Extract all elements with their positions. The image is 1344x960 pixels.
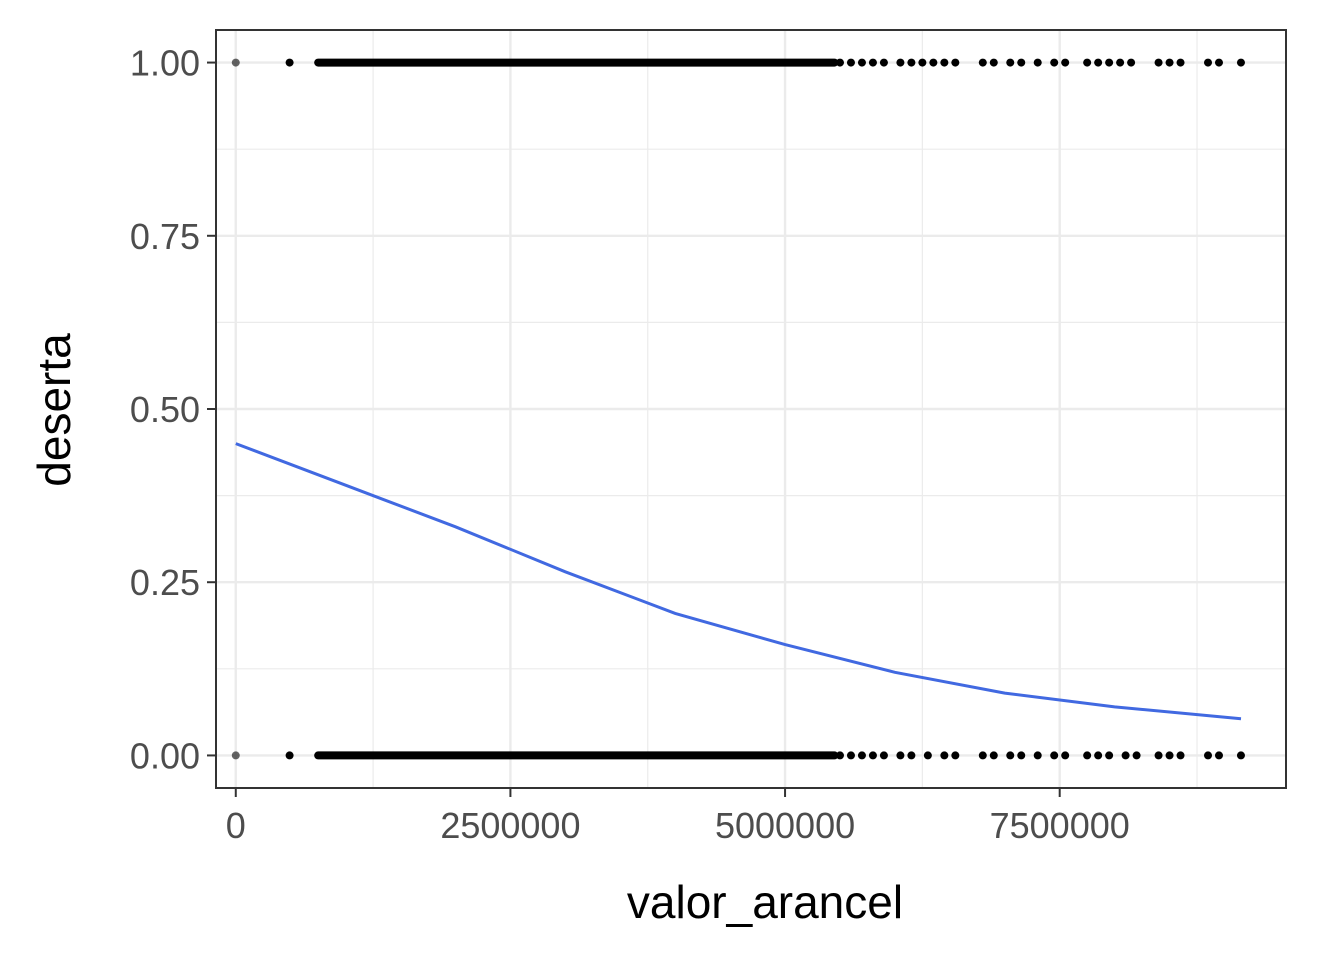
data-points	[231, 58, 1245, 760]
data-point	[846, 751, 855, 760]
data-point	[1236, 751, 1245, 760]
data-point	[1154, 58, 1163, 67]
data-point	[835, 58, 844, 67]
data-point	[1017, 751, 1026, 760]
data-point	[1083, 58, 1092, 67]
data-point	[1033, 58, 1042, 67]
data-point	[978, 751, 987, 760]
x-axis-title: valor_arancel	[627, 876, 903, 928]
x-tick-label: 7500000	[990, 805, 1130, 846]
data-point	[285, 751, 294, 760]
y-axis: 0.00 0.25 0.50 0.75 1.00	[130, 43, 216, 776]
data-point	[1116, 58, 1125, 67]
data-point	[989, 751, 998, 760]
x-tick-label: 2500000	[440, 805, 580, 846]
data-point	[907, 751, 916, 760]
y-tick-label: 0.25	[130, 562, 200, 603]
y-tick-label: 0.00	[130, 735, 200, 776]
data-point	[1033, 751, 1042, 760]
major-gridlines	[216, 30, 1286, 788]
data-point	[879, 751, 888, 760]
data-point	[1176, 58, 1185, 67]
data-point	[231, 58, 240, 67]
data-point	[1050, 58, 1059, 67]
data-point	[231, 751, 240, 760]
y-axis-title: deserta	[28, 333, 80, 487]
data-point	[1236, 58, 1245, 67]
data-point	[1105, 751, 1114, 760]
data-point	[951, 751, 960, 760]
y-tick-label: 1.00	[130, 43, 200, 84]
data-point	[1094, 751, 1103, 760]
x-tick-label: 0	[226, 805, 246, 846]
data-point	[857, 751, 866, 760]
data-point	[1176, 751, 1185, 760]
data-point	[1094, 58, 1103, 67]
data-point	[868, 751, 877, 760]
data-point	[989, 58, 998, 67]
data-point	[940, 751, 949, 760]
data-point	[918, 58, 927, 67]
data-point	[1132, 751, 1141, 760]
data-point	[1154, 751, 1163, 760]
data-point	[1083, 751, 1092, 760]
data-point	[1214, 751, 1223, 760]
data-point	[978, 58, 987, 67]
data-point	[940, 58, 949, 67]
y-tick-label: 0.75	[130, 216, 200, 257]
data-point	[1006, 58, 1015, 67]
data-point	[868, 58, 877, 67]
y-tick-label: 0.50	[130, 389, 200, 430]
data-point	[1105, 58, 1114, 67]
data-point	[1214, 58, 1223, 67]
data-point	[879, 58, 888, 67]
data-point	[1017, 58, 1026, 67]
data-point	[1121, 751, 1130, 760]
data-point	[857, 58, 866, 67]
data-point	[1165, 58, 1174, 67]
x-tick-label: 5000000	[715, 805, 855, 846]
data-point	[923, 751, 932, 760]
data-point	[835, 751, 844, 760]
dense-point-bands	[314, 58, 839, 760]
data-point	[285, 58, 294, 67]
data-point	[896, 751, 905, 760]
x-axis: 0 2500000 5000000 7500000	[226, 788, 1130, 846]
data-point	[1204, 751, 1213, 760]
data-point	[896, 58, 905, 67]
data-point	[951, 58, 960, 67]
data-point	[1127, 58, 1136, 67]
data-point	[846, 58, 855, 67]
data-point	[907, 58, 916, 67]
data-point	[1050, 751, 1059, 760]
data-point	[929, 58, 938, 67]
data-point	[1165, 751, 1174, 760]
data-point	[1061, 751, 1070, 760]
data-point	[1204, 58, 1213, 67]
data-point	[1061, 58, 1070, 67]
data-point	[1006, 751, 1015, 760]
fit-line	[235, 442, 1242, 721]
